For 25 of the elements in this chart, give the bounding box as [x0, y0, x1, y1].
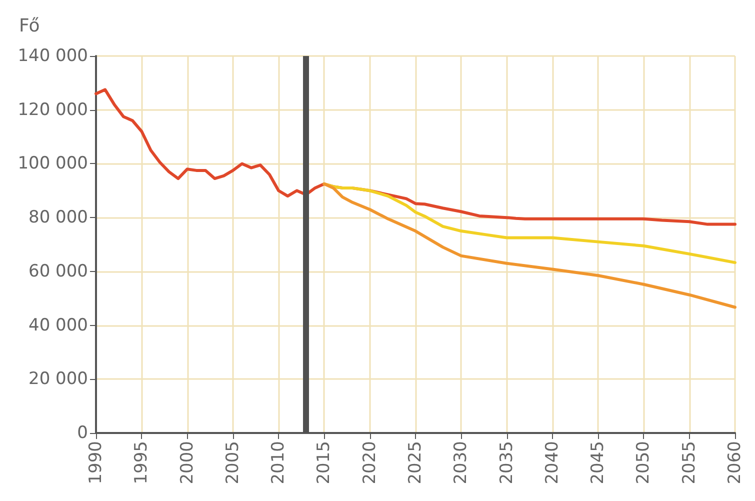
- x-tick-label: 2055: [679, 441, 700, 484]
- x-tick-label: 2060: [725, 441, 745, 484]
- x-tick-label: 2050: [634, 441, 654, 484]
- x-tick-label: 2015: [314, 441, 334, 484]
- y-tick-label: 120 000: [18, 100, 88, 120]
- y-tick-label: 20 000: [28, 369, 88, 390]
- x-tick-label: 2000: [177, 441, 198, 484]
- x-tick-label: 1990: [86, 441, 106, 484]
- y-tick-label: 60 000: [28, 261, 88, 282]
- x-tick-label: 1995: [132, 441, 152, 484]
- x-tick-label: 2020: [360, 441, 380, 484]
- x-tick-label: 2045: [588, 441, 608, 484]
- x-tick-label: 2030: [451, 441, 472, 484]
- x-tick-label: 2005: [222, 441, 243, 484]
- y-tick-label: 0: [77, 423, 88, 443]
- x-tick-label: 2040: [542, 441, 562, 484]
- y-tick-label: 100 000: [18, 154, 88, 174]
- x-tick-label: 2010: [268, 441, 289, 484]
- y-tick-label: 40 000: [28, 315, 88, 336]
- y-axis-title: Fő: [19, 16, 40, 36]
- x-tick-label: 2035: [496, 441, 517, 484]
- x-tick-label: 2025: [406, 441, 426, 484]
- y-tick-label: 140 000: [18, 46, 88, 66]
- y-tick-label: 80 000: [28, 208, 88, 228]
- line-series: [322, 182, 736, 309]
